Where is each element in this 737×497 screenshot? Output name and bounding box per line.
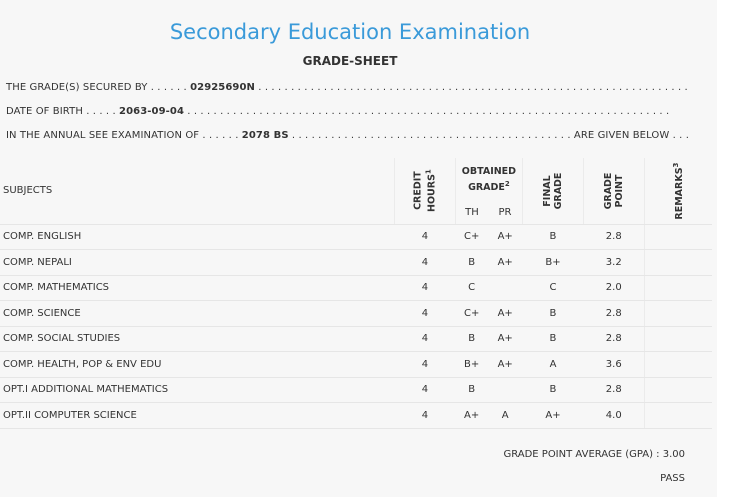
page-margin [717,0,737,497]
th-cell: B+ [455,351,488,378]
pr-cell [487,377,523,403]
table-row: COMP. HEALTH, POP & ENV EDU 4 B+ A+ A 3.… [0,351,712,378]
credit-cell: 4 [394,377,456,403]
remarks-cell [643,326,712,352]
exam-year: 2078 BS [241,130,289,141]
th-cell: B [455,249,488,276]
th-cell: A+ [455,402,488,429]
grade-point-cell: 2.8 [583,300,645,327]
final-grade-cell: A+ [522,402,584,429]
table-row: COMP. MATHEMATICS 4 C C 2.0 [0,275,712,301]
subject-cell: OPT.I ADDITIONAL MATHEMATICS [0,377,395,403]
pr-cell: A+ [487,249,523,276]
credit-cell: 4 [394,300,456,327]
pr-cell: A [487,402,523,429]
header-remarks: REMARKS3 [643,158,712,225]
exam-label: IN THE ANNUAL SEE EXAMINATION OF . . . .… [6,130,239,141]
table-row: COMP. SCIENCE 4 C+ A+ B 2.8 [0,300,712,327]
remarks-cell [643,402,712,429]
credit-cell: 4 [394,224,456,250]
remarks-cell [643,224,712,250]
final-grade-cell: B [522,326,584,352]
symbol-number: 02925690N [190,82,256,93]
page-title: Secondary Education Examination [169,20,531,44]
subject-cell: OPT.II COMPUTER SCIENCE [0,402,395,429]
credit-cell: 4 [394,275,456,301]
pr-cell: A+ [487,326,523,352]
subject-cell: COMP. ENGLISH [0,224,395,250]
table-row: COMP. ENGLISH 4 C+ A+ B 2.8 [0,224,712,250]
secured-by-label: THE GRADE(S) SECURED BY . . . . . . [6,82,187,93]
subject-cell: COMP. MATHEMATICS [0,275,395,301]
gpa-label: GRADE POINT AVERAGE (GPA) : [503,449,660,460]
header-subjects: SUBJECTS [0,158,395,225]
table-row: COMP. NEPALI 4 B A+ B+ 3.2 [0,249,712,276]
remarks-cell [643,377,712,403]
th-cell: B [455,377,488,403]
gpa-value: 3.00 [662,449,685,460]
credit-cell: 4 [394,402,456,429]
th-cell: C [455,275,488,301]
remarks-cell [643,275,712,301]
header-pr: PR [487,202,523,225]
credit-cell: 4 [394,249,456,276]
secured-by-dots: . . . . . . . . . . . . . . . . . . . . … [258,82,688,93]
th-cell: B [455,326,488,352]
dob-line: DATE OF BIRTH . . . . . 2063-09-04 . . .… [6,106,669,117]
pr-cell: A+ [487,224,523,250]
grade-point-cell: 2.8 [583,326,645,352]
grade-point-cell: 4.0 [583,402,645,429]
subject-cell: COMP. NEPALI [0,249,395,276]
header-th: TH [454,202,488,225]
pr-cell: A+ [487,351,523,378]
page-subtitle: GRADE-SHEET [302,54,398,68]
result-status: PASS [660,473,685,484]
grade-point-cell: 2.8 [583,377,645,403]
credit-cell: 4 [394,351,456,378]
exam-line: IN THE ANNUAL SEE EXAMINATION OF . . . .… [6,130,689,141]
remarks-cell [643,351,712,378]
final-grade-cell: A [522,351,584,378]
subject-cell: COMP. SOCIAL STUDIES [0,326,395,352]
final-grade-cell: B [522,224,584,250]
pr-cell: A+ [487,300,523,327]
th-cell: C+ [455,224,488,250]
grade-point-cell: 3.6 [583,351,645,378]
grades-table: SUBJECTS CREDIT HOURS1 OBTAINED GRADE2 FIN… [0,158,712,429]
table-row: COMP. SOCIAL STUDIES 4 B A+ B 2.8 [0,326,712,352]
dob-label: DATE OF BIRTH . . . . . [6,106,116,117]
grade-point-cell: 3.2 [583,249,645,276]
secured-by-line: THE GRADE(S) SECURED BY . . . . . . 0292… [6,82,688,93]
th-cell: C+ [455,300,488,327]
header-credit-hours: CREDIT HOURS1 [393,158,456,225]
table-row: OPT.I ADDITIONAL MATHEMATICS 4 B B 2.8 [0,377,712,403]
grade-point-cell: 2.0 [583,275,645,301]
final-grade-cell: B [522,377,584,403]
credit-cell: 4 [394,326,456,352]
remarks-cell [643,249,712,276]
final-grade-cell: C [522,275,584,301]
grade-sheet: Secondary Education Examination GRADE-SH… [0,20,712,484]
dob-value: 2063-09-04 [119,106,184,117]
remarks-cell [643,300,712,327]
header-grade-point: GRADE POINT [582,158,645,225]
final-grade-cell: B [522,300,584,327]
subject-cell: COMP. SCIENCE [0,300,395,327]
table-row: OPT.II COMPUTER SCIENCE 4 A+ A A+ 4.0 [0,402,712,429]
pr-cell [487,275,523,301]
header-final-grade: FINAL GRADE [521,158,584,225]
header-obtained-grade: OBTAINED GRADE2 [454,158,523,202]
grade-point-cell: 2.8 [583,224,645,250]
dob-dots: . . . . . . . . . . . . . . . . . . . . … [187,106,670,117]
exam-tail: ARE GIVEN BELOW . . . [573,130,690,141]
exam-dots: . . . . . . . . . . . . . . . . . . . . … [291,130,571,141]
subject-cell: COMP. HEALTH, POP & ENV EDU [0,351,395,378]
final-grade-cell: B+ [522,249,584,276]
gpa-line: GRADE POINT AVERAGE (GPA) : 3.00 [503,449,685,460]
